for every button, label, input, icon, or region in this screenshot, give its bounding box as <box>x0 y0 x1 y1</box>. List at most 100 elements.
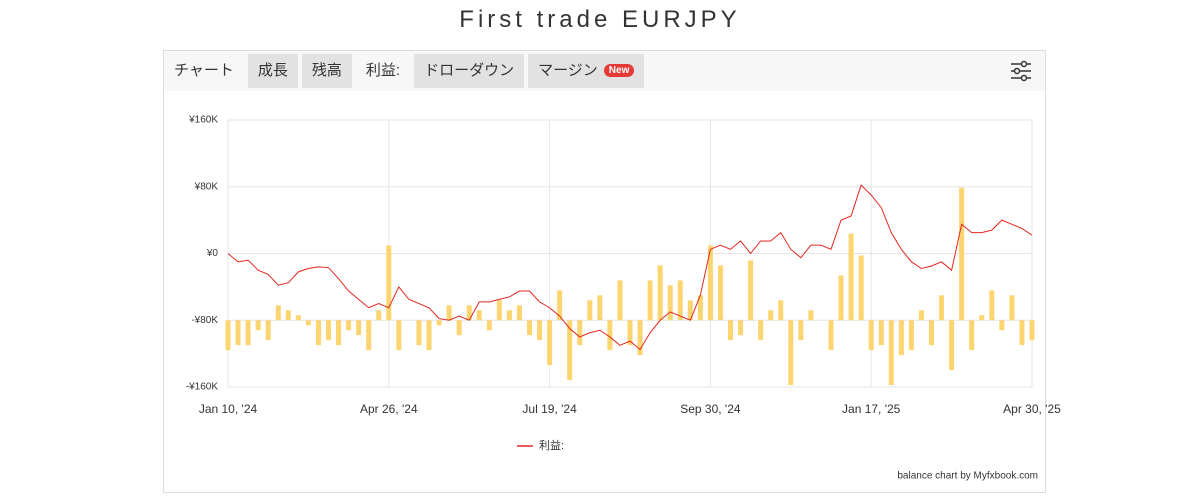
new-badge: New <box>603 64 635 77</box>
bar <box>587 300 593 321</box>
x-tick-label: Jan 10, '24 <box>199 402 258 416</box>
bar <box>255 320 261 331</box>
bar <box>939 295 945 321</box>
tab[interactable]: マージン New <box>528 54 645 88</box>
bar <box>999 320 1005 331</box>
bar <box>848 233 854 321</box>
bar <box>868 320 874 351</box>
bar <box>758 320 764 341</box>
bar <box>687 300 693 321</box>
bar <box>607 320 613 351</box>
bar <box>436 320 442 326</box>
bar <box>346 320 352 331</box>
tab-label: マージン <box>538 62 598 79</box>
line <box>227 184 1033 351</box>
bar <box>717 265 723 321</box>
bar <box>959 187 965 321</box>
bar <box>617 280 623 321</box>
bar <box>929 320 934 346</box>
bar <box>426 320 432 351</box>
bar <box>356 320 362 336</box>
page-title: First trade EURJPY <box>459 6 741 33</box>
bar <box>657 265 663 321</box>
tab[interactable]: ドローダウン <box>414 54 525 88</box>
bar <box>416 320 422 346</box>
bar <box>245 320 251 346</box>
bar <box>496 300 502 321</box>
bar <box>557 290 563 321</box>
bar <box>858 255 864 321</box>
tab[interactable]: 利益: <box>365 62 401 79</box>
bar <box>547 320 553 366</box>
bar <box>506 310 512 321</box>
bar <box>627 320 633 346</box>
bar <box>336 320 342 346</box>
x-tick-label: Apr 30, '25 <box>1003 402 1061 416</box>
bar <box>808 310 814 321</box>
y-tick-label: ¥80K <box>194 181 219 192</box>
legend-label: 利益: <box>539 438 564 452</box>
bar <box>597 295 603 321</box>
bar <box>969 320 975 351</box>
bar <box>567 320 573 381</box>
bar <box>637 320 643 356</box>
x-tick-label: Sep 30, '24 <box>680 402 741 416</box>
x-tick-label: Jan 17, '25 <box>842 402 901 416</box>
bar <box>918 310 924 321</box>
bar <box>486 320 492 331</box>
bar <box>989 290 995 321</box>
y-tick-label: -¥160K <box>186 382 219 393</box>
credit: balance chart by Myfxbook.com <box>897 471 1038 482</box>
bar <box>326 320 331 341</box>
bar <box>647 280 653 321</box>
bar <box>396 320 402 351</box>
bar <box>677 280 683 321</box>
tab-bar: チャート 成長 残高 利益: ドローダウン マージン New <box>164 51 1045 91</box>
bar <box>315 320 321 346</box>
bar <box>738 320 744 336</box>
y-tick-label: ¥0 <box>206 248 219 259</box>
bar <box>979 315 985 321</box>
y-tick-label: -¥80K <box>191 315 218 326</box>
bar <box>386 245 392 321</box>
bar <box>446 305 452 321</box>
bar <box>265 320 271 341</box>
bar <box>697 295 703 321</box>
bar <box>1029 320 1035 341</box>
tab[interactable]: 成長 <box>247 54 298 88</box>
bar <box>768 310 774 321</box>
bar <box>667 285 673 321</box>
bar <box>577 320 583 346</box>
bar <box>366 320 372 351</box>
tab[interactable]: チャート <box>174 62 234 79</box>
bar <box>527 320 532 336</box>
bar <box>537 320 543 341</box>
tab[interactable]: 残高 <box>301 54 352 88</box>
bar <box>466 305 472 321</box>
bar <box>788 320 794 386</box>
bar <box>476 310 482 321</box>
bar <box>707 245 713 321</box>
bar <box>1019 320 1025 346</box>
chart-panel: チャート 成長 残高 利益: ドローダウン マージン New <box>163 50 1046 493</box>
bar <box>798 320 804 341</box>
bar <box>828 320 834 351</box>
bar <box>778 300 784 321</box>
bar <box>888 320 894 386</box>
bar <box>456 320 462 336</box>
settings-icon[interactable] <box>1009 60 1033 82</box>
bar <box>376 310 382 321</box>
bar <box>275 305 281 321</box>
bar <box>728 320 733 341</box>
x-tick-label: Jul 19, '24 <box>522 402 577 416</box>
y-tick-label: ¥160K <box>188 115 218 126</box>
bar <box>285 310 291 321</box>
bar <box>225 320 231 351</box>
bar <box>838 275 844 321</box>
bar <box>949 320 955 371</box>
bar <box>908 320 914 351</box>
bar <box>748 260 754 321</box>
bar <box>898 320 904 356</box>
